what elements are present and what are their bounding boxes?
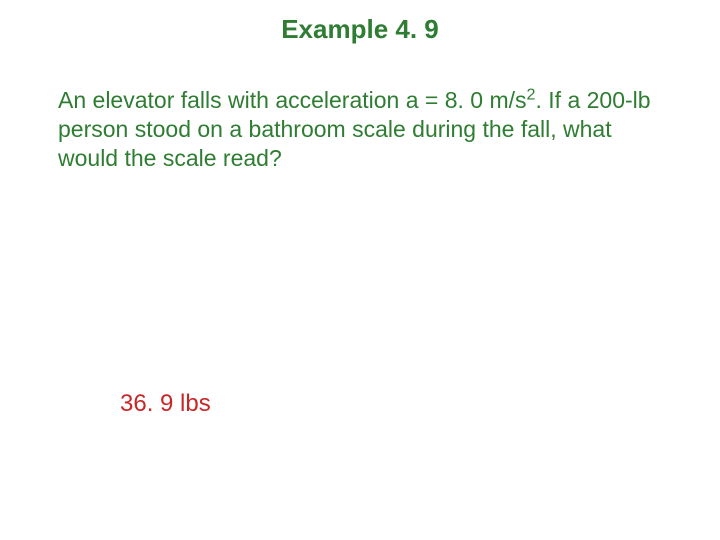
- slide: Example 4. 9 An elevator falls with acce…: [0, 0, 720, 540]
- example-title: Example 4. 9: [0, 14, 720, 45]
- problem-text-pre: An elevator falls with acceleration a = …: [58, 87, 527, 113]
- problem-statement: An elevator falls with acceleration a = …: [58, 86, 662, 172]
- answer-value: 36. 9 lbs: [120, 390, 211, 418]
- problem-superscript: 2: [527, 85, 536, 103]
